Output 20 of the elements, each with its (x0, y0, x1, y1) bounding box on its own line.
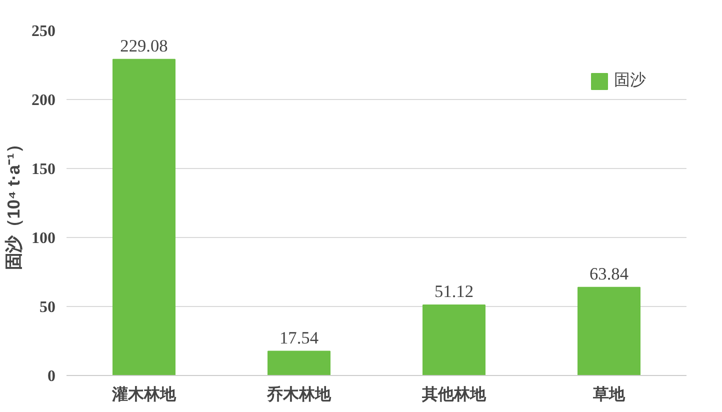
y-tick-label: 0 (48, 368, 56, 385)
data-label: 51.12 (434, 282, 474, 301)
bar (422, 304, 486, 376)
bar (578, 286, 640, 376)
data-label: 17.54 (280, 328, 319, 348)
data-label: 63.84 (590, 264, 629, 284)
bar (268, 350, 330, 376)
data-label: 229.08 (120, 36, 168, 56)
y-tick-label: 50 (40, 299, 56, 316)
bar (112, 58, 176, 376)
x-tick-label: 其他林地 (421, 386, 487, 404)
x-tick-label: 乔木林地 (266, 386, 332, 404)
y-tick-label: 200 (32, 92, 56, 109)
y-tick-label: 150 (32, 161, 56, 178)
legend-label: 固沙 (614, 70, 646, 91)
x-tick-label: 灌木林地 (111, 386, 177, 404)
x-tick-label: 草地 (592, 386, 626, 404)
y-tick-label: 250 (32, 23, 56, 40)
y-axis-title: 固沙（10⁴ t·a⁻¹） (4, 136, 24, 270)
y-tick-label: 100 (32, 230, 56, 247)
